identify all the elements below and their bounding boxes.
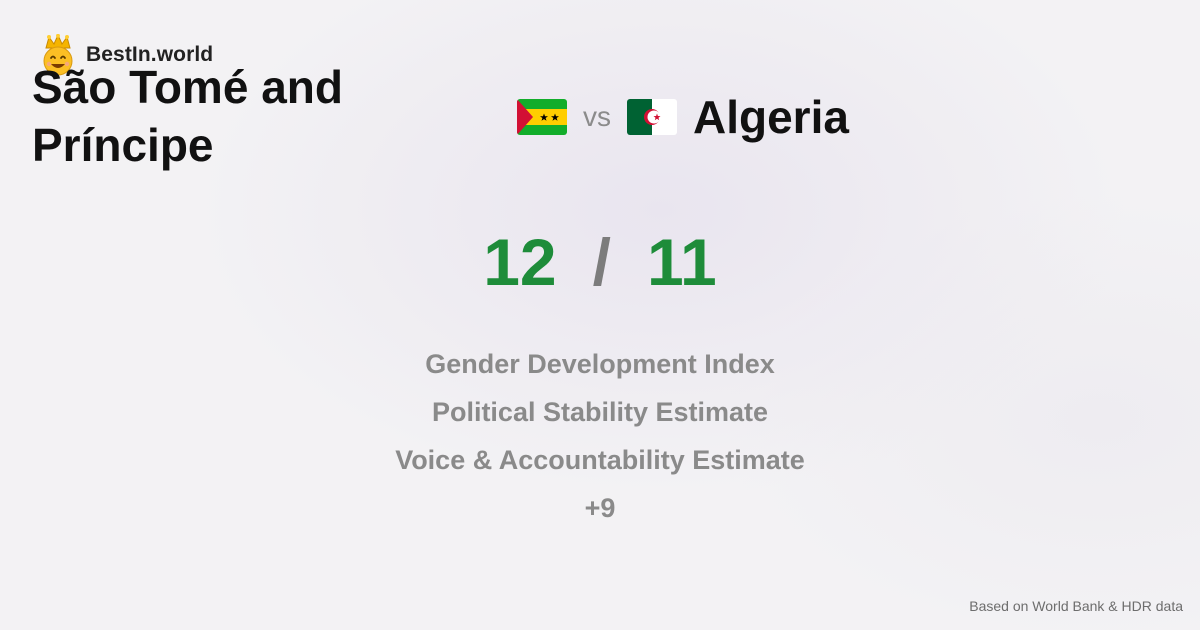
versus-row: vs Algeria — [517, 88, 849, 146]
country-a-name: São Tomé and Príncipe — [32, 61, 343, 171]
data-source-note: Based on World Bank & HDR data — [969, 598, 1183, 614]
vs-label: vs — [583, 101, 611, 132]
brand-logo[interactable]: BestIn.world — [38, 34, 213, 76]
metric-item: Voice & Accountability Estimate — [395, 445, 805, 475]
metric-item: Gender Development Index — [425, 349, 775, 379]
brand-name: BestIn.world — [86, 43, 214, 66]
score-country-a: 12 — [483, 225, 557, 299]
country-b-name: Algeria — [693, 91, 849, 143]
flag-sao-tome-and-principe-icon — [517, 99, 567, 135]
metrics-list: Gender Development Index Political Stabi… — [0, 340, 1200, 532]
flag-algeria-icon — [627, 99, 677, 135]
metric-item: Political Stability Estimate — [431, 397, 769, 427]
more-metrics-count: +9 — [584, 493, 616, 523]
score-display: 12 / 11 — [0, 222, 1200, 302]
score-separator: / — [592, 225, 611, 299]
crowned-smiley-icon — [43, 34, 73, 76]
score-country-b: 11 — [646, 225, 717, 299]
